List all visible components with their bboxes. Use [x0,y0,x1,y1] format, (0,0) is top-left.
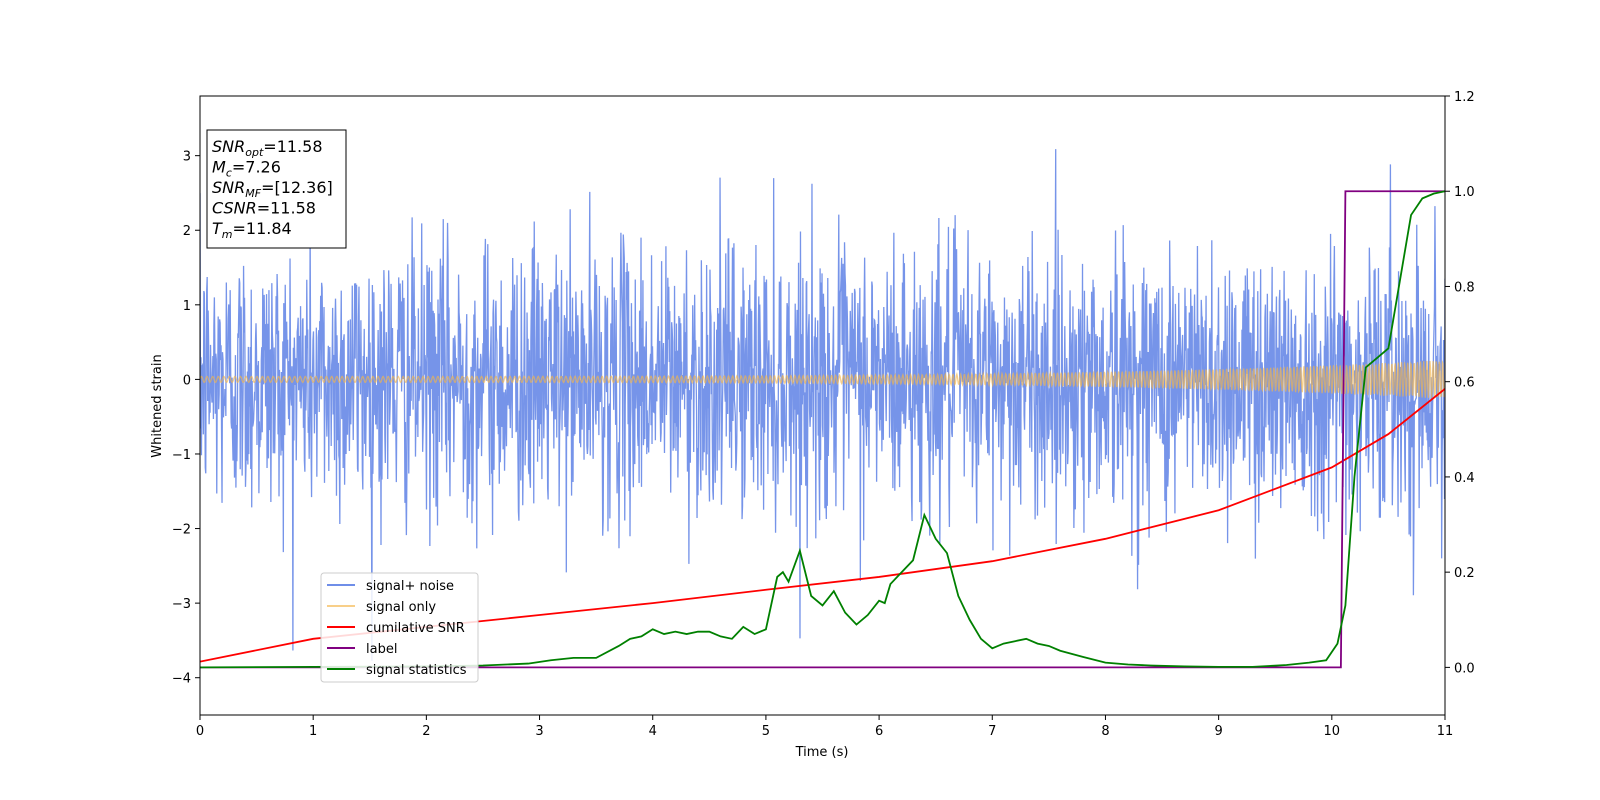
annotation-frame [206,129,347,249]
x-axis-label: Time (s) [795,745,849,760]
annotation-line: Tm=11.84 [212,219,292,241]
y-left-tick-label: −4 [172,672,191,687]
axis-ticks: 0 1 2 3 4 5 6 7 8 9 10 113210−1−2−3−41.21.00.80.60.… [172,90,1475,739]
x-tick-label: 9 [1214,724,1222,739]
x-tick-label: 5 [762,724,770,739]
annotation-line: SNRMF=[12.36] [212,178,333,200]
series-signal-statistics [200,190,1445,669]
x-tick-label: 1 [309,724,317,739]
y-left-tick-label: −2 [172,523,191,538]
series-signal-noise [200,149,1445,661]
annotation-line: SNRopt=11.58 [212,137,323,159]
x-tick-label: 6 [875,724,883,739]
legend-entries: signal+ noise signal only cumilative SNR la… [327,579,467,678]
x-tick-label: 3 [535,724,543,739]
legend-label: label [366,642,397,657]
axes-frame [199,95,1446,716]
legend-label: signal+ noise [366,579,454,594]
legend-frame [320,572,479,683]
y-left-tick-label: 2 [183,224,191,239]
annotation-line: Mc=7.26 [212,158,281,180]
y-right-tick-label: 0.6 [1454,376,1475,391]
legend-label: signal only [366,600,436,615]
y-right-tick-label: 0.0 [1454,661,1475,676]
y-right-tick-label: 1.0 [1454,185,1475,200]
annotation-lines: SNRopt=11.58Mc=7.26SNRMF=[12.36]CSNR=11.… [212,137,333,241]
x-tick-label: 2 [422,724,430,739]
y-left-tick-label: 1 [183,299,191,314]
legend-label: signal statistics [366,663,467,678]
x-tick-label: 7 [988,724,996,739]
legend-label: cumilative SNR [366,621,465,636]
x-tick-label: 0 [196,724,204,739]
y-right-tick-label: 0.4 [1454,471,1475,486]
y-right-tick-label: 0.8 [1454,280,1475,295]
y-left-tick-label: −3 [172,597,191,612]
annotation-line: CSNR=11.58 [212,199,316,218]
x-tick-label: 4 [649,724,657,739]
y-left-tick-label: −1 [172,448,191,463]
legend: signal+ noise signal only cumilative SNR la… [320,572,479,683]
y-right-tick-label: 0.2 [1454,566,1475,581]
series-signal-only [200,359,1445,398]
y-left-tick-label: 0 [183,373,191,388]
x-tick-label: 10 [1324,724,1341,739]
y-right-tick-label: 1.2 [1454,90,1475,105]
y-left-tick-label: 3 [183,150,191,165]
stats-annotation-box: SNRopt=11.58Mc=7.26SNRMF=[12.36]CSNR=11.… [206,129,347,249]
x-tick-label: 11 [1437,724,1454,739]
y-axis-label: Whitened strain [150,354,165,457]
x-tick-label: 8 [1101,724,1109,739]
series-label [200,190,1445,669]
